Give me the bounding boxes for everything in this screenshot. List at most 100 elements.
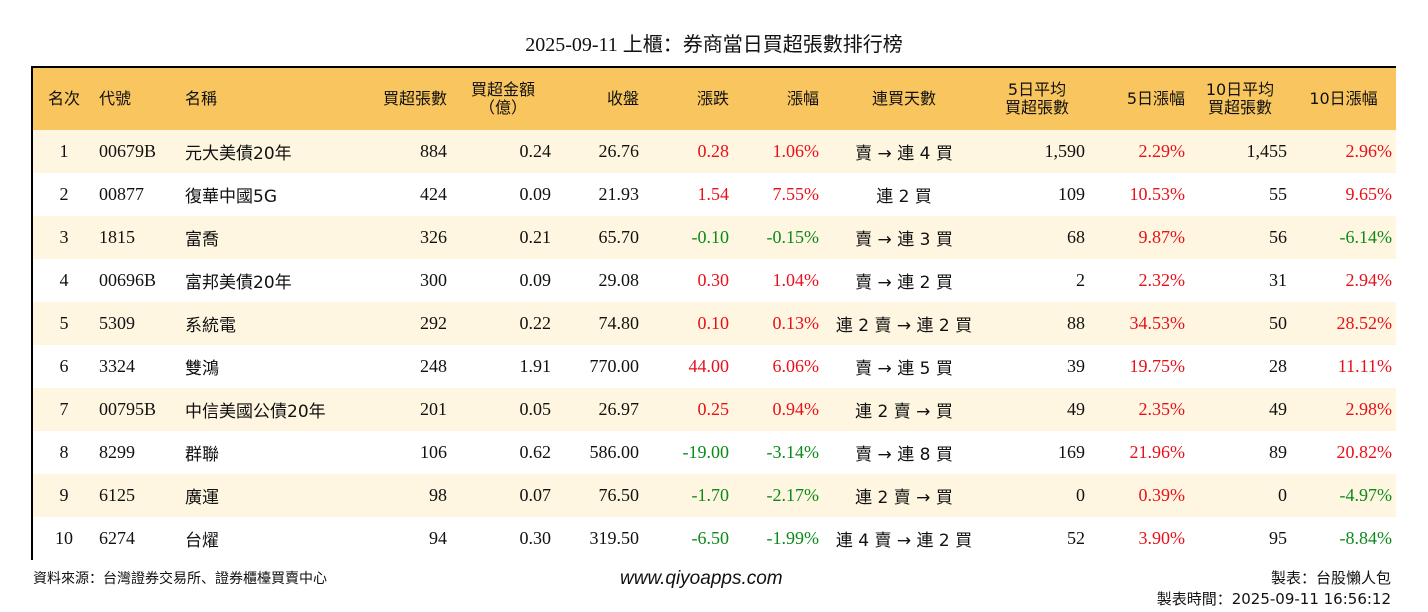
cell-amount: 0.30 (519, 528, 552, 548)
page-title: 2025-09-11 上櫃：券商當日買超張數排行榜 (525, 34, 903, 56)
table-row[interactable]: 3 1815 富喬 326 0.21 65.70 -0.10 -0.15% 賣 → 連 3 買 6… (33, 216, 1396, 259)
cell-change: -0.10 (691, 227, 730, 247)
cell-streak: 賣 → 連 5 買 (855, 359, 953, 379)
cell-amount: 1.91 (519, 356, 552, 376)
cell-pct10: 11.11% (1337, 356, 1392, 376)
cell-amount: 0.09 (519, 184, 552, 204)
cell-pct: -2.17% (766, 485, 820, 505)
cell-streak: 賣 → 連 3 買 (855, 230, 953, 250)
cell-pct5: 9.87% (1138, 227, 1186, 247)
cell-code: 8299 (99, 442, 135, 462)
cell-avg5: 39 (1067, 356, 1085, 376)
cell-avg10: 95 (1269, 528, 1287, 548)
cell-pct: 6.06% (772, 356, 820, 376)
table-row[interactable]: 5 5309 系統電 292 0.22 74.80 0.10 0.13% 連 2 賣 → 連 2… (33, 302, 1396, 345)
cell-net-buy: 106 (420, 442, 447, 462)
cell-rank: 3 (59, 227, 69, 247)
cell-pct5: 3.90% (1138, 528, 1186, 548)
cell-close: 770.00 (589, 356, 640, 376)
cell-change: 0.30 (697, 270, 730, 290)
cell-rank: 7 (59, 399, 69, 419)
cell-change: -6.50 (691, 528, 730, 548)
column-header: 名稱 (185, 89, 218, 108)
cell-change: 0.25 (697, 399, 730, 419)
cell-avg10: 28 (1269, 356, 1287, 376)
cell-change: 0.28 (697, 141, 730, 161)
cell-close: 26.97 (598, 399, 640, 419)
cell-close: 586.00 (589, 442, 640, 462)
generated-time: 製表時間：2025-09-11 16:56:12 (1156, 590, 1391, 608)
cell-amount: 0.24 (519, 141, 552, 161)
cell-streak: 連 4 賣 → 連 2 買 (835, 531, 973, 551)
cell-close: 319.50 (589, 528, 640, 548)
cell-close: 76.50 (598, 485, 640, 505)
cell-code: 00795B (99, 399, 157, 419)
cell-avg5: 49 (1067, 399, 1085, 419)
cell-close: 21.93 (598, 184, 640, 204)
cell-name: 台燿 (185, 531, 219, 551)
cell-name: 群聯 (185, 445, 219, 465)
cell-pct10: -8.84% (1339, 528, 1393, 548)
cell-net-buy: 98 (429, 485, 447, 505)
table-row[interactable]: 2 00877 復華中國5G 424 0.09 21.93 1.54 7.55% 連 2 買 10… (33, 173, 1396, 216)
cell-name: 富邦美債20年 (185, 273, 292, 293)
cell-pct10: 28.52% (1336, 313, 1393, 333)
column-header: 漲跌 (696, 89, 729, 108)
cell-net-buy: 94 (429, 528, 447, 548)
column-header: 漲幅 (786, 89, 819, 108)
cell-avg10: 56 (1269, 227, 1287, 247)
cell-avg10: 1,455 (1246, 141, 1288, 161)
cell-pct: 1.06% (772, 141, 820, 161)
cell-net-buy: 326 (420, 227, 447, 247)
cell-pct10: 20.82% (1336, 442, 1393, 462)
cell-pct10: 2.98% (1345, 399, 1393, 419)
cell-rank: 2 (59, 184, 69, 204)
cell-rank: 10 (55, 528, 73, 548)
cell-avg5: 1,590 (1044, 141, 1086, 161)
table-row[interactable]: 10 6274 台燿 94 0.30 319.50 -6.50 -1.99% 連 4 賣 → 連… (33, 517, 1396, 560)
cell-avg10: 89 (1269, 442, 1287, 462)
table-row[interactable]: 4 00696B 富邦美債20年 300 0.09 29.08 0.30 1.04% 賣 → 連… (33, 259, 1396, 302)
cell-streak: 連 2 賣 → 買 (855, 488, 953, 508)
cell-pct: -3.14% (766, 442, 820, 462)
cell-amount: 0.07 (519, 485, 552, 505)
cell-pct: -1.99% (766, 528, 820, 548)
cell-net-buy: 201 (420, 399, 447, 419)
data-source: 資料來源：台灣證券交易所、證券櫃檯買賣中心 (33, 571, 327, 587)
ranking-table: 名次 代號 名稱 買超張數 買超金額 （億） 收盤 漲跌 漲幅 連買天數 5日平均 買超張數 5日漲… (31, 66, 1396, 560)
cell-pct5: 34.53% (1129, 313, 1186, 333)
cell-amount: 0.09 (519, 270, 552, 290)
cell-avg10: 49 (1269, 399, 1287, 419)
cell-pct5: 2.32% (1138, 270, 1186, 290)
table-row[interactable]: 9 6125 廣運 98 0.07 76.50 -1.70 -2.17% 連 2 賣 → 買 0 0… (33, 474, 1396, 517)
cell-avg10: 50 (1269, 313, 1287, 333)
column-header: 5日漲幅 (1126, 89, 1185, 108)
table-row[interactable]: 8 8299 群聯 106 0.62 586.00 -19.00 -3.14% 賣 → 連 8 … (33, 431, 1396, 474)
cell-change: -1.70 (691, 485, 730, 505)
cell-streak: 連 2 買 (876, 187, 932, 207)
cell-streak: 賣 → 連 2 買 (855, 273, 953, 293)
cell-name: 雙鴻 (185, 359, 219, 379)
cell-code: 1815 (99, 227, 135, 247)
table-row[interactable]: 7 00795B 中信美國公債20年 201 0.05 26.97 0.25 0.94% 連 2… (33, 388, 1396, 431)
cell-avg5: 88 (1067, 313, 1085, 333)
cell-pct: -0.15% (766, 227, 820, 247)
column-header: 連買天數 (871, 89, 936, 108)
cell-rank: 9 (59, 485, 69, 505)
table-row[interactable]: 6 3324 雙鴻 248 1.91 770.00 44.00 6.06% 賣 → 連 5 買 3… (33, 345, 1396, 388)
cell-net-buy: 884 (420, 141, 447, 161)
website-link[interactable]: www.qiyoapps.com (620, 568, 783, 589)
cell-avg10: 31 (1269, 270, 1287, 290)
cell-pct5: 10.53% (1129, 184, 1186, 204)
cell-amount: 0.21 (519, 227, 552, 247)
cell-avg5: 0 (1076, 485, 1085, 505)
table-row[interactable]: 1 00679B 元大美債20年 884 0.24 26.76 0.28 1.06% 賣 → 連… (33, 130, 1396, 173)
cell-streak: 連 2 賣 → 連 2 買 (835, 316, 973, 336)
cell-code: 6274 (99, 528, 135, 548)
table-header-row: 名次 代號 名稱 買超張數 買超金額 （億） 收盤 漲跌 漲幅 連買天數 5日平均 買超張數 5日漲… (33, 68, 1396, 130)
cell-name: 復華中國5G (185, 187, 277, 207)
cell-code: 00696B (99, 270, 157, 290)
cell-avg5: 169 (1058, 442, 1085, 462)
cell-name: 中信美國公債20年 (185, 402, 326, 422)
table-body: 1 00679B 元大美債20年 884 0.24 26.76 0.28 1.06% 賣 → 連… (33, 130, 1396, 560)
